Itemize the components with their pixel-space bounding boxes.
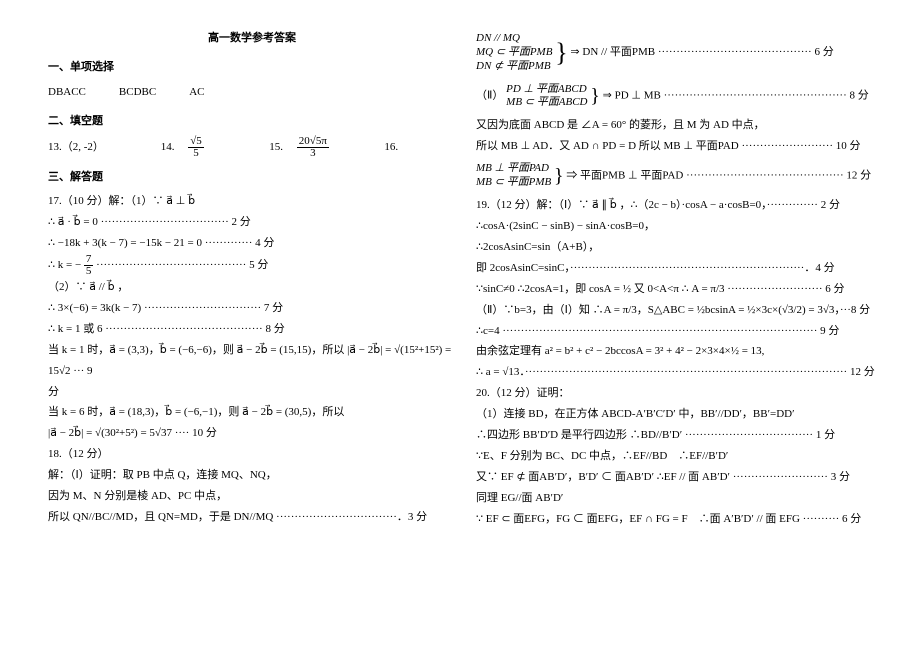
q15-frac: 20√5π 3	[297, 136, 329, 159]
p17a: 17.（10 分）解：（1）∵ a⃗ ⊥ b⃗	[48, 191, 456, 212]
p17j: |a⃗ − 2b⃗| = √(30²+5²) = 5√37 ···· 10 分	[48, 423, 456, 444]
q14-den: 5	[188, 148, 204, 159]
r14: ∴ a = √13．······························…	[476, 362, 884, 383]
q16: 16.	[384, 141, 398, 153]
r2a: （Ⅱ）	[476, 90, 503, 102]
q14-num: √5	[188, 136, 204, 148]
section-2-head: 二、填空题	[48, 111, 456, 132]
r9: 即 2cosAsinC=sinC，·······················…	[476, 258, 884, 279]
p18a: 18.（12 分）	[48, 444, 456, 465]
q15-den: 3	[297, 148, 329, 159]
p17g: ∴ k = 1 或 6 ····························…	[48, 319, 456, 340]
p18c: 因为 M、N 分别是棱 AD、PC 中点，	[48, 486, 456, 507]
p18b: 解：（Ⅰ）证明：取 PB 中点 Q，连接 MQ、NQ，	[48, 465, 456, 486]
page-title: 高一数学参考答案	[48, 28, 456, 49]
r10: ∵sinC≠0 ∴2cosA=1，即 cosA = ½ 又 0<A<π ∴ A …	[476, 279, 884, 300]
fill-row: 13.（2, -2） 14. √5 5 15. 20√5π 3 16.	[48, 136, 456, 159]
p17e: （2）∵ a⃗ // b⃗ ，	[48, 277, 456, 298]
r20: 同理 EG//面 AB′D′	[476, 488, 884, 509]
r2c: MB ⊂ 平面ABCD	[506, 96, 587, 110]
r5r: ⇒ 平面PMB ⊥ 平面PAD ························…	[566, 170, 871, 182]
r15: 20.（12 分）证明：	[476, 383, 884, 404]
r11: （Ⅱ）∵b=3，由（Ⅰ）知 ∴A = π/3，S△ABC = ½bcsinA =…	[476, 300, 884, 321]
r13: 由余弦定理有 a² = b² + c² − 2bccosA = 3² + 4² …	[476, 341, 884, 362]
r18: ∵E、F 分别为 BC、DC 中点，∴EF//BD ∴EF//B′D′	[476, 446, 884, 467]
r2-body: PD ⊥ 平面ABCD MB ⊂ 平面ABCD	[506, 83, 587, 111]
q15-num: 20√5π	[297, 136, 329, 148]
r1-body: DN // MQ MQ ⊂ 平面PMB DN ⊄ 平面PMB	[476, 32, 552, 73]
r4: 所以 MB ⊥ AD．又 AD ∩ PD = D 所以 MB ⊥ 平面PAD ·…	[476, 136, 884, 157]
r7: ∴cosA·(2sinC − sinB) − sinA·cosB=0，	[476, 216, 884, 237]
p17h: 当 k = 1 时，a⃗ = (3,3)，b⃗ = (−6,−6)，则 a⃗ −…	[48, 340, 456, 382]
r1: DN // MQ MQ ⊂ 平面PMB DN ⊄ 平面PMB } ⇒ DN //…	[476, 28, 884, 77]
r6: 19.（12 分）解：（Ⅰ）∵ a⃗ ∥ b⃗ ，∴（2c − b）·cosA …	[476, 195, 884, 216]
p17h2: 分	[48, 382, 456, 403]
p17b: ∴ a⃗ · b⃗ = 0 ··························…	[48, 212, 456, 233]
p18d: 所以 QN//BC//MD，且 QN=MD，于是 DN//MQ ········…	[48, 507, 456, 528]
p17d: ∴ k = − 7 5 ····························…	[48, 254, 456, 277]
r5a: MB ⊥ 平面PAD	[476, 162, 551, 176]
q14-label: 14.	[161, 141, 186, 153]
r1c: DN ⊄ 平面PMB	[476, 60, 552, 74]
r3: 又因为底面 ABCD 是 ∠A = 60° 的菱形，且 M 为 AD 中点，	[476, 115, 884, 136]
q15-label: 15.	[269, 141, 294, 153]
r2r: ⇒ PD ⊥ MB ······························…	[603, 90, 869, 102]
r5-body: MB ⊥ 平面PAD MB ⊂ 平面PMB	[476, 162, 551, 190]
r12: ∴c=4 ···································…	[476, 321, 884, 342]
section-1-head: 一、单项选择	[48, 57, 456, 78]
r2: （Ⅱ） PD ⊥ 平面ABCD MB ⊂ 平面ABCD } ⇒ PD ⊥ MB …	[476, 77, 884, 115]
right-column: DN // MQ MQ ⊂ 平面PMB DN ⊄ 平面PMB } ⇒ DN //…	[476, 28, 892, 529]
r8: ∴2cosAsinC=sin（A+B），	[476, 237, 884, 258]
p17i: 当 k = 6 时，a⃗ = (18,3)，b⃗ = (−6,−1)，则 a⃗ …	[48, 402, 456, 423]
p17c: ∴ −18k + 3(k − 7) = −15k − 21 = 0 ······…	[48, 233, 456, 254]
r1b: MQ ⊂ 平面PMB	[476, 46, 552, 60]
r17: ∴四边形 BB′D′D 是平行四边形 ∴BD//B′D′ ···········…	[476, 425, 884, 446]
r2b: PD ⊥ 平面ABCD	[506, 83, 587, 97]
r1r: ⇒ DN // 平面PMB ··························…	[570, 46, 833, 58]
q14-frac: √5 5	[188, 136, 204, 159]
left-column: 高一数学参考答案 一、单项选择 DBACC BCDBC AC 二、填空题 13.…	[48, 28, 464, 529]
p17d-post: ········································…	[96, 259, 268, 271]
p17f: ∴ 3×(−6) = 3k(k − 7) ···················…	[48, 298, 456, 319]
r1a: DN // MQ	[476, 32, 552, 46]
r21: ∵ EF ⊂ 面EFG，FG ⊂ 面EFG，EF ∩ FG = F ∴面 A′B…	[476, 509, 884, 530]
r5: MB ⊥ 平面PAD MB ⊂ 平面PMB } ⇒ 平面PMB ⊥ 平面PAD …	[476, 157, 884, 195]
p17d-pre: ∴ k = −	[48, 259, 84, 271]
r19: 又∵ EF ⊄ 面AB′D′，B′D′ ⊂ 面AB′D′ ∴EF // 面 AB…	[476, 467, 884, 488]
r5b: MB ⊂ 平面PMB	[476, 176, 551, 190]
section-3-head: 三、解答题	[48, 167, 456, 188]
q13: 13.（2, -2）	[48, 137, 158, 158]
section-1-answers: DBACC BCDBC AC	[48, 82, 456, 103]
r16: （1）连接 BD，在正方体 ABCD-A′B′C′D′ 中，BB′//DD′，B…	[476, 404, 884, 425]
p17d-frac: 7 5	[84, 254, 94, 277]
p17d-den: 5	[84, 266, 94, 277]
